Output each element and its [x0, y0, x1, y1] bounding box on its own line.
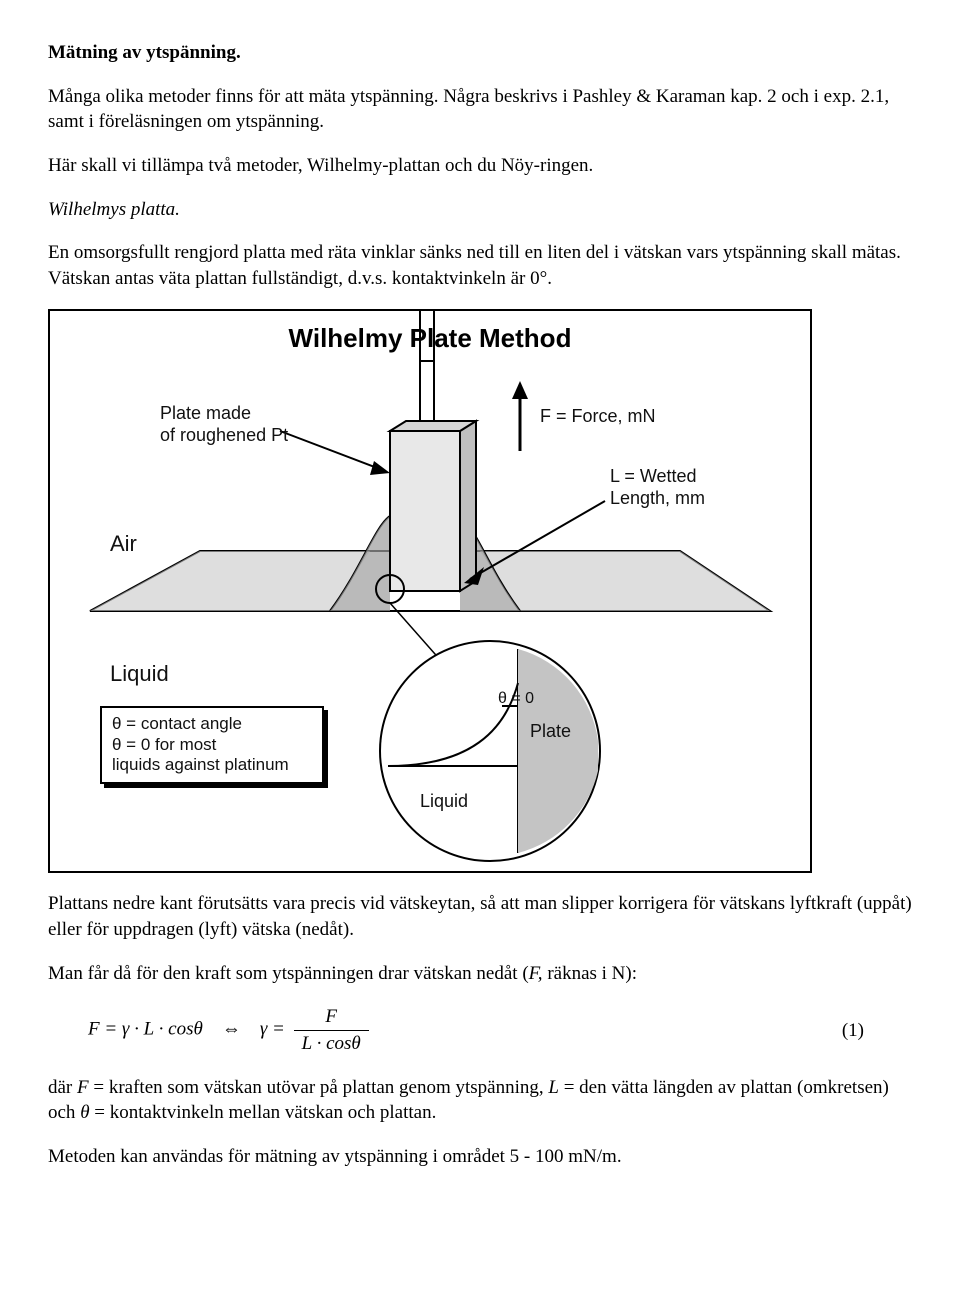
figure-svg: [50, 311, 810, 871]
equation-1: F = γ · L · cosθ ⇔ γ = F L · cosθ (1): [88, 1004, 912, 1056]
tail-c: = kraften som vätskan utövar på plattan …: [89, 1077, 549, 1098]
page-heading: Mätning av ytspänning.: [48, 40, 912, 66]
tail-f: θ: [80, 1102, 89, 1123]
label-theta-zero: θ = 0: [498, 689, 534, 708]
box-line-2: θ = 0 for most: [112, 735, 312, 755]
after-fig-p2-c: räknas i N):: [543, 963, 637, 984]
label-liquid-inset: Liquid: [420, 791, 468, 813]
tail-b: F: [77, 1077, 89, 1098]
eq-lhs: F = γ · L · cosθ: [88, 1019, 203, 1040]
eq-fraction: F L · cosθ: [294, 1004, 369, 1056]
label-wetted-length: L = Wetted Length, mm: [610, 466, 705, 509]
subheading: Wilhelmys platta.: [48, 197, 912, 223]
label-plate-inset: Plate: [530, 721, 571, 743]
eq-gamma: γ =: [260, 1019, 285, 1040]
intro-paragraph-2: Här skall vi tillämpa två metoder, Wilhe…: [48, 153, 912, 179]
after-figure-p1: Plattans nedre kant förutsätts vara prec…: [48, 891, 912, 942]
label-force: F = Force, mN: [540, 406, 656, 428]
figure-title: Wilhelmy Plate Method: [50, 321, 810, 356]
box-line-3: liquids against platinum: [112, 755, 312, 775]
eq-den: L · cosθ: [294, 1031, 369, 1057]
method-paragraph: En omsorgsfullt rengjord platta med räta…: [48, 240, 912, 291]
after-figure-p2: Man får då för den kraft som ytspänninge…: [48, 961, 912, 987]
tail-paragraph-2: Metoden kan användas för mätning av ytsp…: [48, 1144, 912, 1170]
contact-angle-box: θ = contact angle θ = 0 for most liquids…: [100, 706, 324, 783]
label-liquid: Liquid: [110, 661, 169, 687]
eq-label: (1): [842, 1018, 864, 1044]
label-plate-made: Plate made of roughened Pt: [160, 403, 288, 446]
eq-iff: ⇔: [222, 1019, 241, 1040]
after-fig-p2-a: Man får då för den kraft som ytspänninge…: [48, 963, 529, 984]
box-line-1: θ = contact angle: [112, 714, 312, 734]
tail-d: L: [548, 1077, 559, 1098]
intro-paragraph-1: Många olika metoder finns för att mäta y…: [48, 84, 912, 135]
tail-paragraph-1: där F = kraften som vätskan utövar på pl…: [48, 1075, 912, 1126]
tail-g: = kontaktvinkeln mellan vätskan och plat…: [90, 1102, 437, 1123]
tail-a: där: [48, 1077, 77, 1098]
label-air: Air: [110, 531, 137, 557]
after-fig-p2-b: F,: [529, 963, 543, 984]
eq-num: F: [294, 1004, 369, 1031]
wilhelmy-figure: Wilhelmy Plate Method: [48, 309, 812, 873]
